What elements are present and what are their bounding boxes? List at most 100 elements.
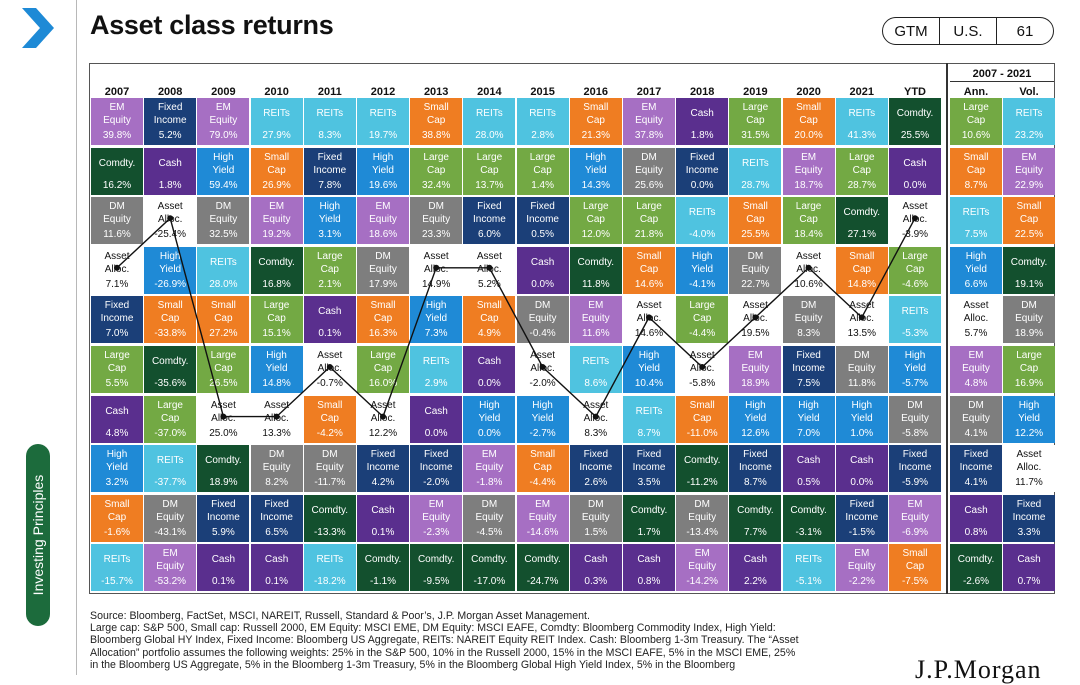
cell-label: Small Cap bbox=[210, 300, 236, 325]
cell-value: -17.0% bbox=[473, 576, 506, 588]
cell-label: Large Cap bbox=[317, 250, 343, 275]
cell-value: 16.9% bbox=[1014, 378, 1044, 389]
table-cell-small-cap: Small Cap 25.5% bbox=[729, 197, 782, 245]
footnote-line: Large cap: S&P 500, Small cap: Russell 2… bbox=[90, 622, 776, 635]
column-header-2013: 2013 bbox=[423, 86, 449, 98]
cell-value: 2.6% bbox=[584, 477, 608, 489]
column-header-2014: 2014 bbox=[477, 86, 502, 98]
cell-label: Cash bbox=[743, 554, 768, 566]
cell-value: -4.1% bbox=[689, 278, 716, 290]
cell-value: 5.2% bbox=[158, 130, 182, 141]
cell-value: 8.6% bbox=[584, 378, 608, 389]
table-cell-high-yield: High Yield 10.4% bbox=[623, 346, 675, 393]
table-cell-small-cap: Small Cap 38.8% bbox=[410, 98, 463, 145]
cell-label: Comdty. bbox=[1010, 256, 1048, 268]
cell-label: Asset Alloc. bbox=[1016, 449, 1042, 474]
cell-label: Fixed Income bbox=[632, 449, 666, 474]
table-cell-em-equity: EM Equity 11.6% bbox=[569, 296, 622, 344]
table-cell-high-yield: High Yield 7.0% bbox=[782, 395, 835, 443]
cell-label: DM Equity bbox=[209, 201, 238, 226]
table-cell-asset-alloc: Asset Alloc. -5.8% bbox=[676, 346, 729, 393]
cell-value: -5.3% bbox=[901, 328, 929, 340]
cell-label: Asset Alloc. bbox=[530, 350, 556, 374]
column-header-ytd: YTD bbox=[904, 86, 926, 98]
table-cell-asset-alloc: Asset Alloc. 5.2% bbox=[463, 246, 516, 294]
footnote-line: Bloomberg Global HY Index, Fixed Income:… bbox=[90, 634, 799, 647]
table-cell-dm-equity: DM Equity -13.4% bbox=[676, 494, 729, 542]
table-cell-large-cap: Large Cap -4.6% bbox=[889, 246, 941, 294]
cell-value: 4.1% bbox=[964, 477, 988, 489]
cell-label: Fixed Income bbox=[845, 498, 879, 523]
cell-label: Large Cap bbox=[583, 201, 609, 226]
cell-label: Comdty. bbox=[417, 554, 455, 566]
cell-value: 8.3% bbox=[797, 328, 820, 340]
cell-value: -37.0% bbox=[154, 427, 187, 439]
cell-value: 8.7% bbox=[743, 477, 767, 489]
cell-value: 7.3% bbox=[424, 328, 448, 340]
cell-value: 8.7% bbox=[637, 427, 661, 439]
cell-value: 1.8% bbox=[690, 130, 714, 141]
cell-label: High Yield bbox=[372, 151, 394, 176]
cell-label: Cash bbox=[903, 157, 927, 169]
cell-label: Small Cap bbox=[104, 498, 130, 523]
table-cell-comdty: Comdty. 16.8% bbox=[250, 246, 303, 294]
cell-value: 6.0% bbox=[477, 229, 501, 241]
table-cell-small-cap: Small Cap -1.6% bbox=[91, 494, 143, 542]
cell-value: -14.2% bbox=[686, 576, 719, 588]
cell-label: Cash bbox=[690, 108, 714, 119]
cell-label: REITs bbox=[795, 554, 822, 566]
cell-label: EM Equity bbox=[901, 498, 929, 523]
table-cell-dm-equity: DM Equity -4.5% bbox=[463, 494, 516, 542]
table-cell-fixed-income: Fixed Income 6.0% bbox=[463, 197, 516, 245]
section-tab[interactable]: Investing Principles bbox=[26, 444, 50, 626]
column-header-2012: 2012 bbox=[370, 86, 396, 98]
table-cell-high-yield: High Yield 6.6% bbox=[950, 246, 1002, 294]
table-cell-em-equity: EM Equity 22.9% bbox=[1003, 147, 1055, 195]
table-cell-comdty: Comdty. -24.7% bbox=[516, 544, 569, 592]
range-separator bbox=[946, 63, 948, 594]
cell-label: Large Cap bbox=[689, 300, 715, 325]
cell-value: 0.1% bbox=[371, 526, 395, 538]
cell-value: 31.5% bbox=[741, 130, 770, 141]
cell-value: 0.8% bbox=[964, 526, 988, 538]
cell-value: 14.9% bbox=[422, 278, 451, 290]
table-cell-large-cap: Large Cap 5.5% bbox=[91, 346, 143, 393]
table-cell-comdty: Comdty. -35.6% bbox=[144, 346, 197, 393]
cell-label: Large Cap bbox=[902, 250, 928, 275]
cell-label: Cash bbox=[158, 157, 182, 169]
cell-value: 7.1% bbox=[105, 278, 129, 290]
table-cell-small-cap: Small Cap 14.8% bbox=[835, 246, 888, 294]
table-cell-em-equity: EM Equity -2.3% bbox=[410, 494, 463, 542]
cell-value: -37.7% bbox=[154, 477, 187, 489]
cell-label: Cash bbox=[964, 504, 988, 516]
cell-label: Cash bbox=[1017, 554, 1041, 566]
table-cell-em-equity: EM Equity 39.8% bbox=[91, 98, 143, 145]
cell-value: 7.5% bbox=[797, 378, 820, 389]
cell-value: 39.8% bbox=[102, 130, 132, 141]
table-cell-comdty: Comdty. -9.5% bbox=[410, 544, 463, 592]
cell-label: DM Equity bbox=[475, 498, 504, 523]
table-cell-asset-alloc: Asset Alloc. -2.0% bbox=[516, 346, 569, 393]
footnote-line: Source: Bloomberg, FactSet, MSCI, NAREIT… bbox=[90, 610, 590, 622]
table-cell-small-cap: Small Cap 8.7% bbox=[950, 147, 1002, 195]
table-cell-small-cap: Small Cap -4.2% bbox=[303, 395, 356, 443]
table-cell-fixed-income: Fixed Income 8.7% bbox=[729, 445, 782, 493]
cell-label: Small Cap bbox=[530, 449, 556, 474]
table-cell-high-yield: High Yield -2.7% bbox=[516, 395, 569, 443]
cell-value: 2.8% bbox=[531, 130, 554, 141]
table-cell-dm-equity: DM Equity 22.7% bbox=[729, 246, 782, 294]
table-cell-reits: REITs -4.0% bbox=[676, 197, 729, 245]
cell-label: Fixed Income bbox=[206, 498, 240, 523]
table-cell-asset-alloc: Asset Alloc. 14.9% bbox=[410, 246, 463, 294]
table-cell-reits: REITs 28.0% bbox=[197, 246, 250, 294]
table-cell-small-cap: Small Cap 4.9% bbox=[463, 296, 516, 344]
table-cell-cash: Cash 0.0% bbox=[516, 246, 569, 294]
cell-value: 18.9% bbox=[741, 378, 770, 389]
table-cell-high-yield: High Yield 3.1% bbox=[303, 197, 356, 245]
table-cell-asset-alloc: Asset Alloc. 25.0% bbox=[197, 395, 250, 443]
table-cell-high-yield: High Yield 0.0% bbox=[463, 395, 516, 443]
cell-label: Small Cap bbox=[264, 151, 290, 176]
cell-label: Comdty. bbox=[471, 554, 508, 566]
cell-value: 26.9% bbox=[262, 179, 291, 191]
table-cell-reits: REITs 8.3% bbox=[303, 98, 356, 145]
